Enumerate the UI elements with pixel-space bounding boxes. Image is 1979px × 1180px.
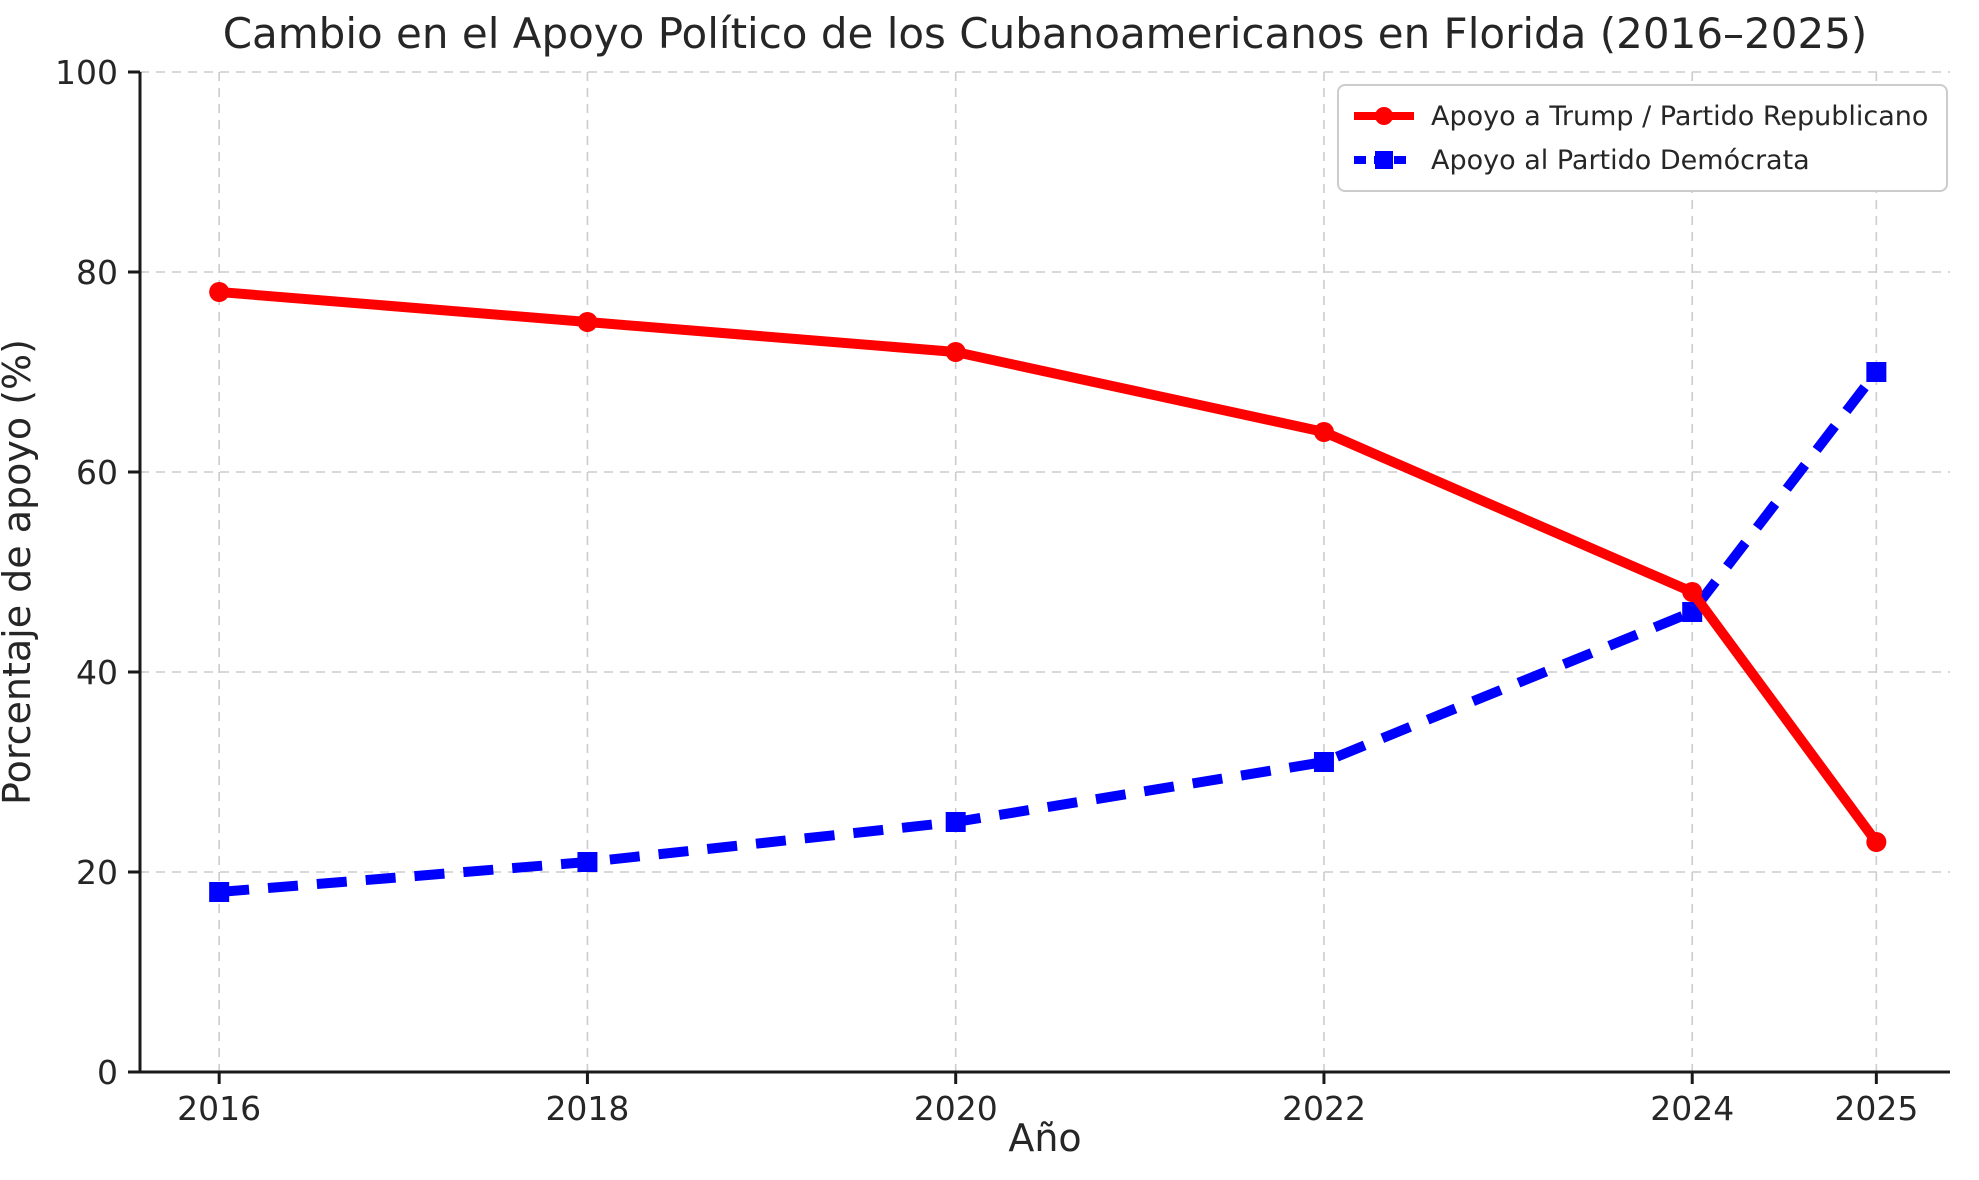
x-axis-label: Año [1008,1116,1081,1160]
data-point-circle [577,312,598,332]
legend: Apoyo a Trump / Partido Republicano Apoy… [1337,84,1949,192]
series-layer [209,282,1887,902]
data-point-square [209,882,230,902]
x-tick-label: 2016 [177,1089,261,1128]
data-point-square [1866,362,1887,382]
legend-item-democrata: Apoyo al Partido Demócrata [1353,142,1928,178]
y-tick-label: 0 [97,1053,118,1092]
y-tick-label: 40 [76,653,118,692]
y-tick-label: 20 [76,853,118,892]
x-tick-label: 2024 [1650,1089,1734,1128]
series-line-democrata [218,368,1881,897]
legend-item-trump-republicano: Apoyo a Trump / Partido Republicano [1353,98,1928,134]
chart-title: Cambio en el Apoyo Político de los Cuban… [223,9,1868,58]
data-point-circle [1866,832,1887,852]
data-point-circle [945,342,966,362]
axes-layer: 2016 2018 2020 2022 2024 2025 0 20 40 60 80 100 [55,53,1950,1128]
red-solid-line-circle-marker-icon [1354,107,1414,125]
grid-layer [140,71,1950,1073]
series-line-republicano [218,287,1881,845]
data-point-square [577,852,598,872]
data-point-circle [209,282,230,302]
data-point-square [945,812,966,832]
y-tick-label: 80 [76,253,118,292]
legend-marker-red-circle [1375,107,1393,125]
legend-marker-blue-square [1375,151,1393,169]
legend-label-trump-republicano: Apoyo a Trump / Partido Republicano [1431,100,1929,132]
data-point-circle [1313,422,1334,442]
x-tick-label: 2025 [1834,1089,1918,1128]
x-tick-label: 2022 [1282,1089,1366,1128]
blue-dashed-line-square-marker-icon [1354,151,1414,169]
data-point-circle [1682,582,1703,602]
legend-label-democrata: Apoyo al Partido Demócrata [1431,144,1810,176]
x-tick-label: 2020 [914,1089,998,1128]
data-point-square [1313,752,1334,772]
y-tick-label: 60 [76,453,118,492]
x-tick-label: 2018 [545,1089,629,1128]
y-tick-label: 100 [55,53,118,92]
y-axis-label: Porcentaje de apoyo (%) [0,339,39,805]
